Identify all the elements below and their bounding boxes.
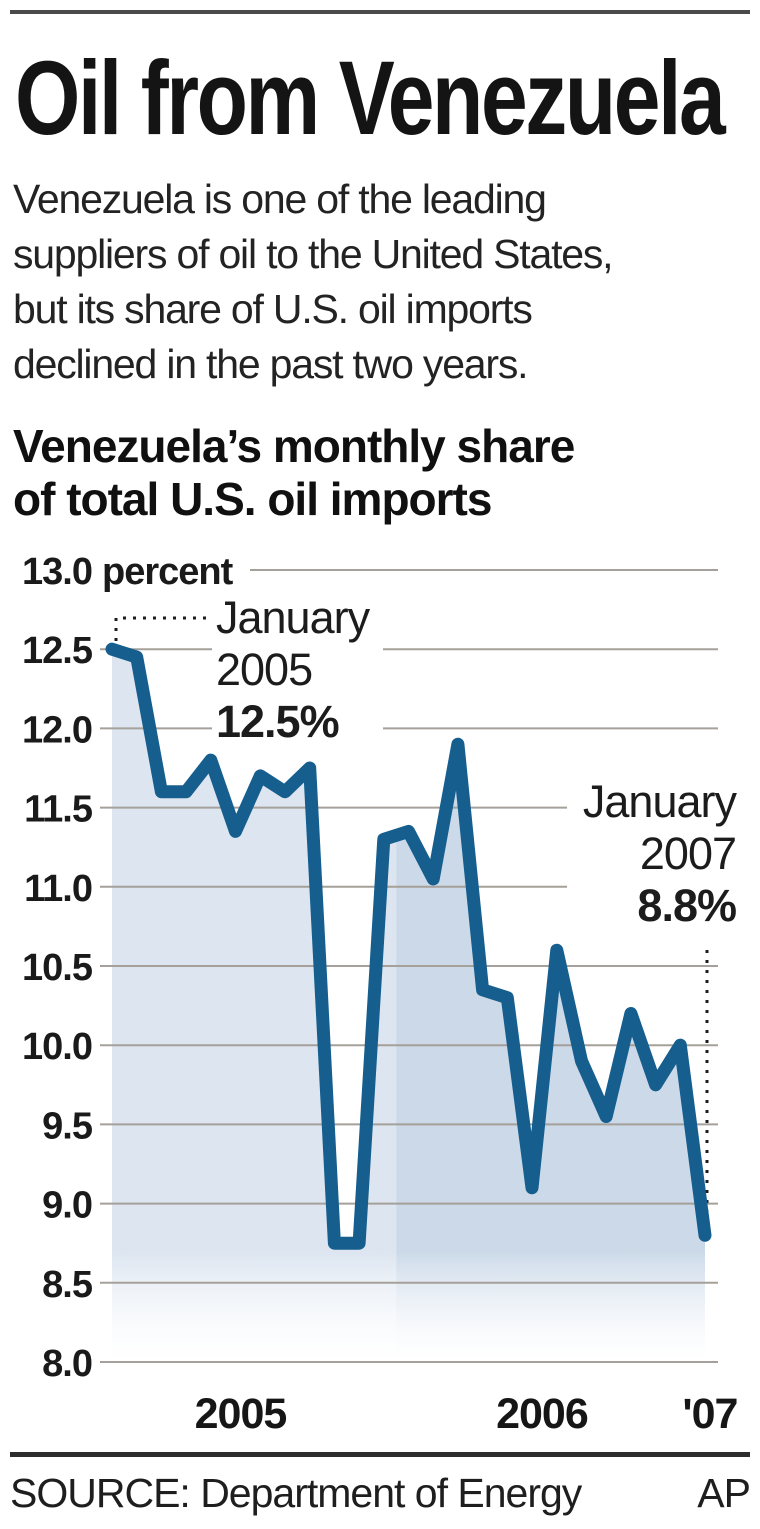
annotation-jan-2007: January 2007 8.8% — [566, 776, 738, 936]
y-tick-label: 12.0 — [22, 709, 92, 751]
intro-line: but its share of U.S. oil imports — [13, 286, 533, 332]
y-tick-label: 9.0 — [42, 1185, 92, 1227]
y-tick-label: 10.5 — [22, 947, 93, 989]
y-tick-label: 8.0 — [42, 1343, 92, 1385]
annotation-value: 12.5% — [216, 696, 340, 747]
y-tick-label: 11.0 — [24, 868, 92, 910]
y-tick-label: 9.5 — [42, 1105, 93, 1147]
intro-text: Venezuela is one of the leading supplier… — [13, 172, 614, 392]
page-title: Oil from Venezuela — [15, 40, 726, 157]
intro-line: Venezuela is one of the leading — [13, 176, 547, 222]
chart-title-line: of total U.S. oil imports — [13, 473, 492, 525]
annotation-month: January — [582, 776, 737, 827]
annotation-year: 2007 — [639, 828, 737, 879]
top-divider — [10, 10, 750, 14]
agency-credit: AP — [697, 1470, 751, 1516]
intro-line: suppliers of oil to the United States, — [13, 231, 614, 277]
annotation-value: 8.8% — [637, 880, 737, 931]
y-tick-label: 10.0 — [22, 1026, 92, 1068]
y-axis-unit-label: percent — [102, 551, 234, 593]
x-axis-year-label: 2005 — [195, 1390, 287, 1438]
intro-line: declined in the past two years. — [13, 341, 529, 387]
y-tick-label: 13.0 — [22, 551, 92, 593]
annotation-jan-2005: January 2005 12.5% — [212, 592, 384, 752]
imports-share-line — [105, 642, 712, 1250]
annotation-year: 2005 — [216, 644, 313, 695]
y-tick-label: 8.5 — [42, 1264, 93, 1306]
annotation-month: January — [216, 592, 370, 643]
chart-title-line: Venezuela’s monthly share — [13, 420, 575, 472]
y-tick-label: 12.5 — [22, 630, 93, 672]
callout-leader-2005 — [114, 616, 206, 646]
chart-title: Venezuela’s monthly share of total U.S. … — [13, 420, 575, 526]
y-tick-label: 11.5 — [24, 789, 93, 831]
x-axis-year-label: 2006 — [496, 1390, 588, 1438]
source-credit: SOURCE: Department of Energy — [10, 1470, 582, 1516]
x-axis-year-label: '07 — [682, 1390, 737, 1438]
footer-divider — [10, 1452, 750, 1457]
footer: SOURCE: Department of Energy AP — [10, 1470, 751, 1517]
